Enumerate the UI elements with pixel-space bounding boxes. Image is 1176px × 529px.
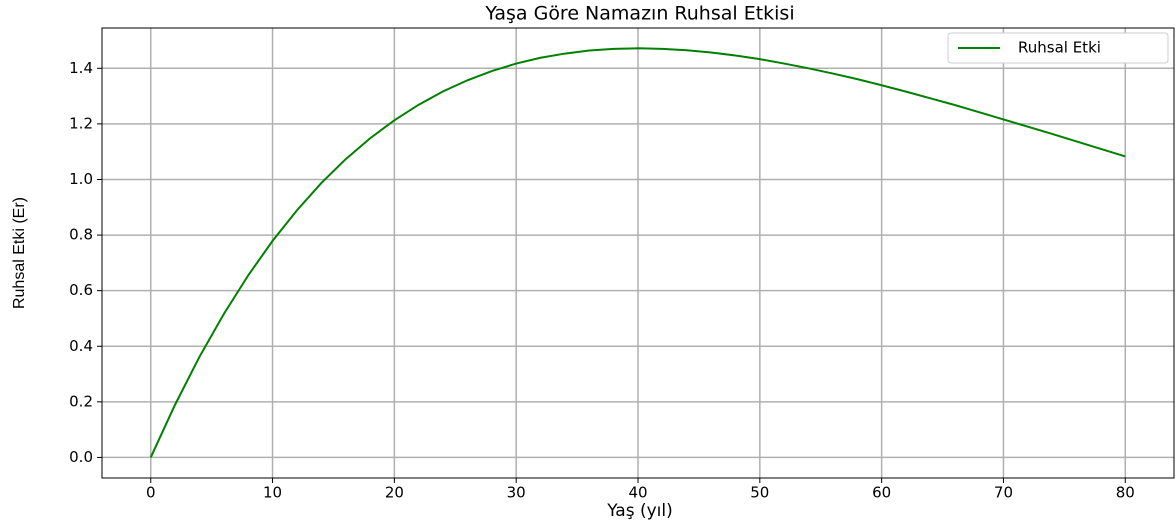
y-tick-label: 0.0 <box>69 448 93 466</box>
x-tick-label: 10 <box>263 484 282 502</box>
legend-box <box>947 32 1169 64</box>
line-series <box>149 47 1126 458</box>
y-axis-label: Ruhsal Etki (Er) <box>11 197 28 309</box>
plot-frame <box>101 27 1175 479</box>
y-tick-label: 1.2 <box>69 114 93 132</box>
y-tick-label: 1.0 <box>69 170 93 188</box>
legend: Ruhsal Etki <box>947 32 1169 64</box>
x-tick-label: 30 <box>507 484 526 502</box>
y-tick-label: 0.2 <box>69 392 93 410</box>
x-tick-label: 50 <box>750 484 769 502</box>
x-tick-label: 40 <box>628 484 647 502</box>
legend-label: Ruhsal Etki <box>1018 39 1101 57</box>
x-axis-label: Yaş (yıl) <box>606 501 673 521</box>
y-tick-label: 0.4 <box>69 337 93 355</box>
y-tick-label: 0.6 <box>69 281 93 299</box>
x-tick-label: 70 <box>994 484 1013 502</box>
y-tick-label: 0.8 <box>69 226 93 244</box>
y-tick-label: 1.4 <box>69 59 93 77</box>
chart-title: Yaşa Göre Namazın Ruhsal Etkisi <box>484 3 794 25</box>
x-tick-label: 20 <box>385 484 404 502</box>
x-tick-label: 0 <box>146 484 156 502</box>
x-tick-label: 80 <box>1116 484 1135 502</box>
x-tick-label: 60 <box>872 484 891 502</box>
